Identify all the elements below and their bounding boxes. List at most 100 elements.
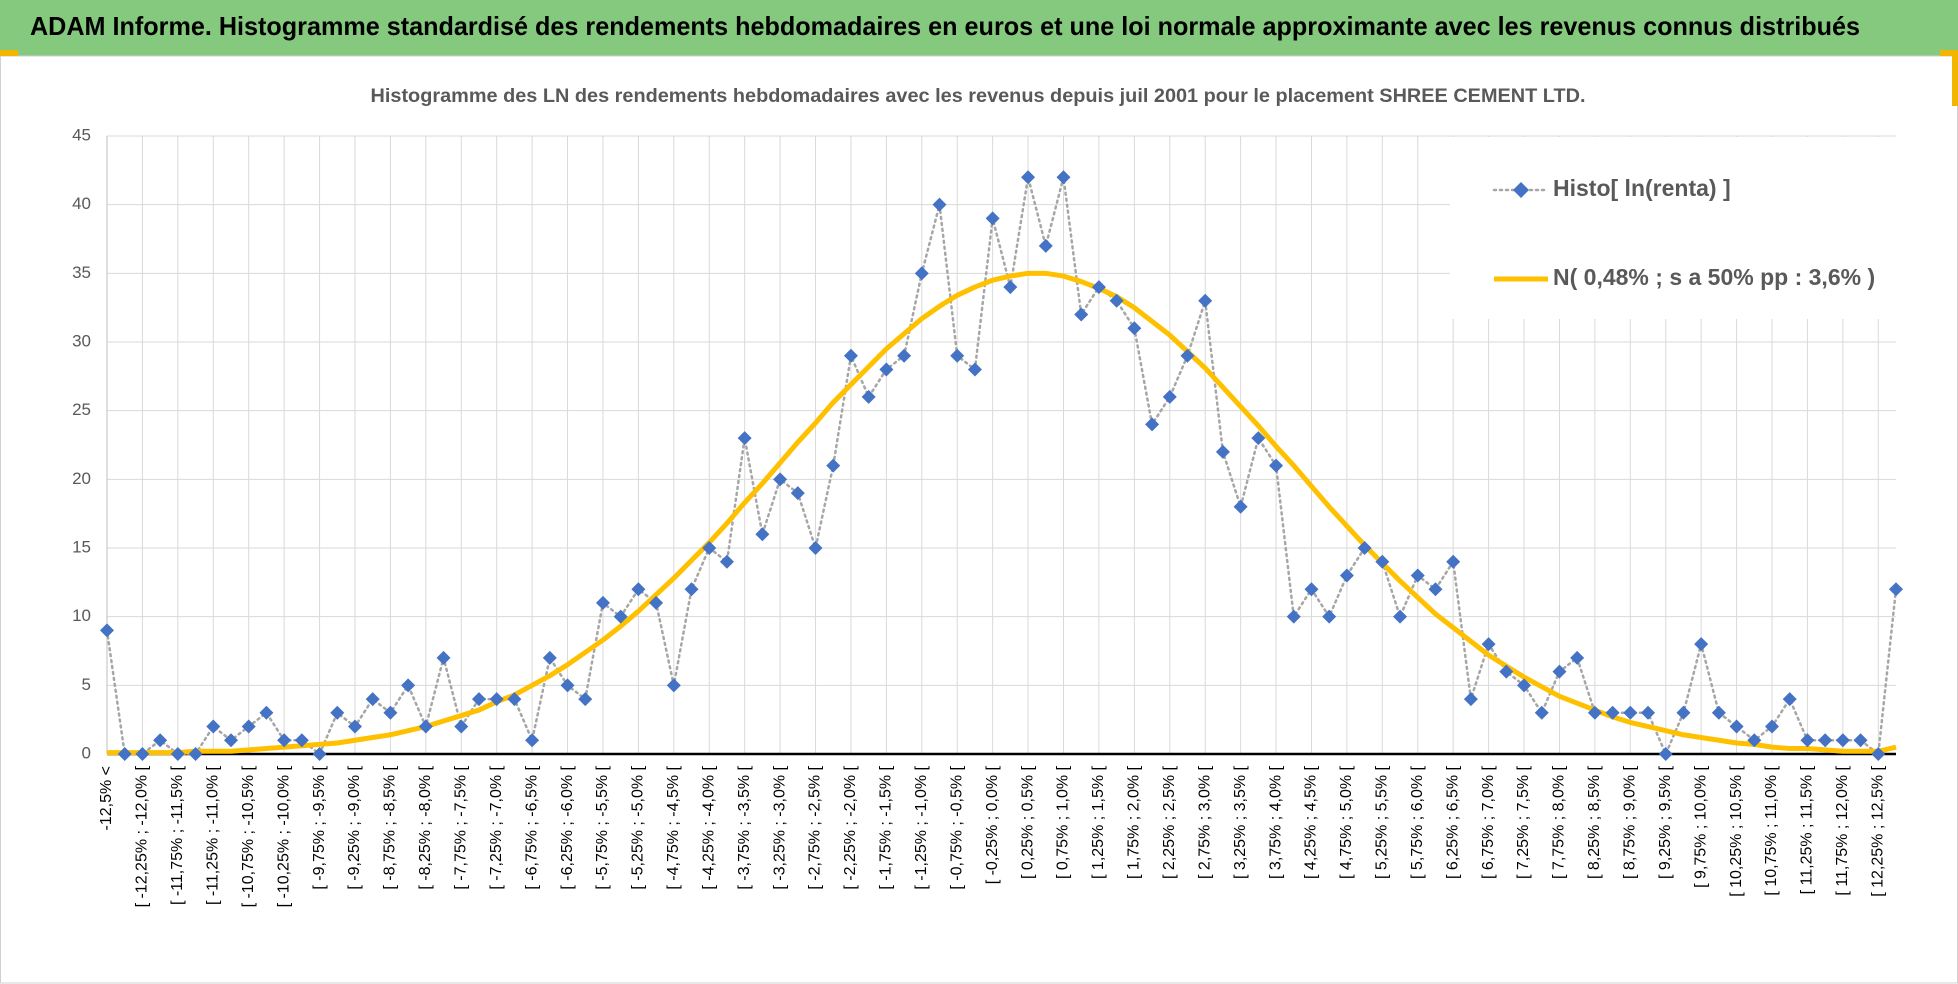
data-point: [1127, 321, 1142, 336]
x-tick-label: [ -7,75% ; -7,5% [: [452, 765, 469, 889]
chart-title: Histogramme des LN des rendements hebdom…: [371, 86, 1586, 107]
data-point: [188, 747, 203, 761]
x-tick-label: [ -4,75% ; -4,5% [: [665, 765, 682, 889]
data-point: [595, 595, 610, 610]
data-point: [1091, 280, 1106, 295]
x-tick-label: [ 7,25% ; 7,5% [: [1515, 765, 1532, 879]
x-tick-label: [ 11,75% ; 12,0% [: [1834, 765, 1851, 895]
corner-mark: [1940, 50, 1958, 56]
data-point: [1676, 705, 1691, 720]
x-tick-label: [ -11,75% ; -11,5% [: [169, 765, 186, 905]
x-tick-label: [ -8,25% ; -8,0% [: [417, 765, 434, 889]
x-tick-label: [ 7,75% ; 8,0% [: [1551, 765, 1568, 879]
x-tick-label: [ -5,75% ; -5,5% [: [594, 765, 611, 889]
x-tick-label: [ -8,75% ; -8,5% [: [382, 765, 399, 889]
data-point: [1145, 417, 1160, 432]
data-point: [1304, 582, 1319, 597]
data-point: [330, 705, 345, 720]
data-point: [897, 348, 912, 363]
x-tick-label: [ 11,25% ; 11,5% [: [1799, 765, 1816, 894]
x-tick-label: [ 5,75% ; 6,0% [: [1409, 765, 1426, 879]
data-point: [1570, 650, 1585, 665]
x-tick-label: [ 5,25% ; 5,5% [: [1374, 765, 1391, 879]
data-point: [702, 541, 717, 555]
x-tick-label: [ -10,75% ; -10,5% [: [240, 765, 257, 907]
x-tick-label: [ 10,75% ; 11,0% [: [1763, 765, 1780, 895]
legend-label: N( 0,48% ; s a 50% pp : 3,6% ): [1553, 264, 1875, 290]
y-tick-label: 10: [72, 606, 91, 625]
y-tick-label: 45: [72, 125, 91, 144]
x-tick-label: [ -0,25% ; 0,0% [: [984, 765, 1001, 884]
data-point: [666, 678, 681, 693]
data-point: [1800, 733, 1815, 748]
x-tick-label: [ -9,75% ; -9,5% [: [311, 765, 328, 889]
data-point: [135, 747, 150, 761]
x-tick-label: [ 0,75% ; 1,0% [: [1055, 765, 1072, 879]
data-point: [1198, 293, 1213, 308]
data-point: [808, 541, 823, 555]
x-tick-label: [ 1,25% ; 1,5% [: [1090, 765, 1107, 879]
y-tick-label: 15: [72, 537, 91, 556]
data-point: [471, 692, 486, 707]
data-point: [1446, 554, 1461, 569]
x-tick-label: [ -9,25% ; -9,0% [: [346, 765, 363, 889]
data-point: [489, 692, 504, 707]
data-point: [1835, 733, 1850, 748]
data-point: [879, 362, 894, 377]
x-tick-label: [ 0,25% ; 0,5% [: [1019, 765, 1036, 879]
x-tick-label: [ 1,75% ; 2,0% [: [1126, 765, 1143, 879]
x-tick-label: [ -10,25% ; -10,0% [: [275, 765, 292, 907]
data-point: [100, 623, 114, 638]
data-point: [525, 733, 540, 748]
data-point: [1871, 747, 1886, 761]
data-point: [773, 472, 788, 487]
data-point: [153, 733, 168, 748]
x-tick-label: [ 6,75% ; 7,0% [: [1480, 765, 1497, 879]
x-tick-label: [ 4,75% ; 5,0% [: [1338, 765, 1355, 879]
data-point: [1109, 293, 1124, 308]
data-point: [578, 692, 593, 707]
data-point: [1003, 280, 1018, 295]
x-tick-label: [ 12,25% ; 12,5% [: [1870, 765, 1887, 896]
data-point: [843, 348, 858, 363]
x-tick-label: [ 3,25% ; 3,5% [: [1232, 765, 1249, 879]
data-point: [1056, 170, 1071, 185]
data-point: [950, 348, 965, 363]
x-tick-label: [ 10,25% ; 10,5% [: [1728, 765, 1745, 896]
x-tick-label: [ 9,75% ; 10,0% [: [1692, 765, 1709, 887]
data-point: [737, 431, 752, 446]
x-tick-label: [ -3,25% ; -3,0% [: [771, 765, 788, 889]
data-point: [1853, 733, 1868, 748]
data-point: [719, 554, 734, 569]
data-point: [684, 582, 699, 597]
x-tick-label: [ 3,75% ; 4,0% [: [1267, 765, 1284, 879]
data-point: [649, 595, 664, 610]
y-tick-label: 0: [82, 743, 91, 762]
data-point: [1889, 582, 1903, 597]
data-point: [1641, 705, 1656, 720]
data-point: [170, 747, 185, 761]
legend-label: Histo[ ln(renta) ]: [1553, 175, 1731, 201]
data-point: [1038, 238, 1053, 253]
y-tick-label: 20: [72, 469, 91, 488]
data-point: [1747, 733, 1762, 748]
data-point: [1694, 637, 1709, 652]
x-tick-label: [ -12,25% ; -12,0% [: [134, 765, 151, 907]
data-point: [241, 719, 256, 734]
data-point: [967, 362, 982, 377]
x-tick-label: [ -6,75% ; -6,5% [: [523, 765, 540, 889]
data-point: [347, 719, 362, 734]
y-tick-label: 40: [72, 194, 91, 213]
data-point: [507, 692, 522, 707]
data-point: [418, 719, 433, 734]
x-tick-label: [ -3,75% ; -3,5% [: [736, 765, 753, 889]
y-tick-label: 5: [82, 675, 91, 694]
data-point: [1605, 705, 1620, 720]
data-point: [1322, 609, 1337, 624]
data-point: [1818, 733, 1833, 748]
x-tick-label: [ 2,25% ; 2,5% [: [1161, 765, 1178, 879]
data-point: [1269, 458, 1284, 473]
data-point: [436, 650, 451, 665]
corner-mark: [1952, 56, 1958, 106]
